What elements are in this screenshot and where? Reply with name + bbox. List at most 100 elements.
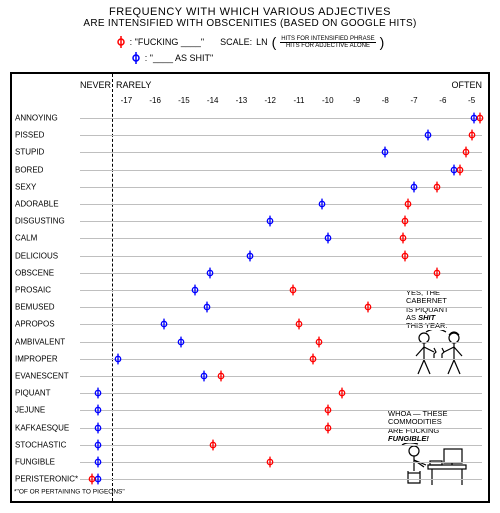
point-blue (266, 215, 275, 228)
point-red (433, 266, 442, 279)
point-blue (424, 129, 433, 142)
marker-blue-icon (131, 51, 141, 65)
tick-label: -11 (294, 96, 305, 105)
point-blue (246, 249, 255, 262)
row-label: AMBIVALENT (15, 337, 65, 346)
row-line (80, 324, 482, 325)
point-red (217, 370, 226, 383)
legend-blue-label: : "____ AS SHIT" (145, 53, 213, 63)
scale-numerator: HITS FOR INTENSIFIED PHRASE (280, 36, 375, 43)
cartoon-desk: WHOA — THESE COMMODITIES ARE FUCKING FUN… (388, 410, 484, 487)
row-label: EVANESCENT (15, 372, 69, 381)
tick-label: -7 (411, 96, 418, 105)
row-label: DISGUSTING (15, 217, 65, 226)
scale-denominator: HITS FOR ADJECTIVE ALONE (285, 43, 371, 49)
title-line-2: ARE INTENSIFIED WITH OBSCENITIES (BASED … (0, 18, 500, 29)
paren-close: ) (380, 37, 385, 47)
point-red (467, 129, 476, 142)
row-line (80, 273, 482, 274)
row-label: OBSCENE (15, 268, 54, 277)
row-label: PIQUANT (15, 389, 51, 398)
tick-label: -13 (236, 96, 248, 105)
row-line (80, 170, 482, 171)
point-blue-never (93, 438, 102, 451)
often-label: OFTEN (452, 80, 483, 90)
row-line (80, 479, 482, 480)
row-label: PERISTERONIC* (15, 475, 78, 484)
point-blue (205, 266, 214, 279)
chart-area: NEVER RARELY OFTEN YES, THE CABERNET IS … (10, 72, 490, 503)
point-red (401, 249, 410, 262)
tick-label: -10 (322, 96, 334, 105)
row-line (80, 359, 482, 360)
tick-label: -17 (121, 96, 133, 105)
legend-red: : "FUCKING ____" (116, 35, 204, 49)
point-red (208, 438, 217, 451)
point-red (364, 301, 373, 314)
cartoon-desk-text: WHOA — THESE COMMODITIES ARE FUCKING FUN… (388, 410, 484, 443)
point-blue (323, 232, 332, 245)
row-line (80, 445, 482, 446)
point-blue (159, 318, 168, 331)
legend: : "FUCKING ____" SCALE: LN ( HITS FOR IN… (0, 35, 500, 49)
row-line (80, 135, 482, 136)
point-blue (202, 301, 211, 314)
stick-figure-desk-icon (388, 443, 478, 487)
point-red-never (87, 473, 96, 486)
tick-label: -15 (178, 96, 190, 105)
point-blue-never (93, 421, 102, 434)
row-label: JEJUNE (15, 406, 45, 415)
row-label: CALM (15, 234, 37, 243)
point-blue (177, 335, 186, 348)
point-red (315, 335, 324, 348)
scale-fraction: HITS FOR INTENSIFIED PHRASE HITS FOR ADJ… (280, 36, 375, 49)
row-line (80, 290, 482, 291)
row-label: FUNGIBLE (15, 458, 55, 467)
row-line (80, 256, 482, 257)
point-red (461, 146, 470, 159)
row-label: DELICIOUS (15, 251, 58, 260)
legend-row-2: : "____ AS SHIT" (0, 51, 500, 65)
never-divider (112, 74, 113, 501)
point-blue (381, 146, 390, 159)
row-label: BORED (15, 165, 43, 174)
point-blue-never (93, 456, 102, 469)
point-red (476, 112, 485, 125)
row-label: PROSAIC (15, 286, 51, 295)
point-red (309, 352, 318, 365)
point-red (401, 215, 410, 228)
row-line (80, 307, 482, 308)
row-line (80, 221, 482, 222)
row-line (80, 187, 482, 188)
row-label: BEMUSED (15, 303, 55, 312)
row-line (80, 342, 482, 343)
point-red (323, 404, 332, 417)
point-blue-never (93, 387, 102, 400)
point-red (398, 232, 407, 245)
point-red (456, 163, 465, 176)
legend-blue: : "____ AS SHIT" (131, 51, 213, 65)
row-label: KAFKAESQUE (15, 423, 69, 432)
row-line (80, 428, 482, 429)
point-blue (200, 370, 209, 383)
point-blue (318, 198, 327, 211)
row-line (80, 118, 482, 119)
point-red (338, 387, 347, 400)
title-line-1: FREQUENCY WITH WHICH VARIOUS ADJECTIVES (0, 0, 500, 18)
point-blue-never (93, 404, 102, 417)
point-red (433, 180, 442, 193)
footnote: *"OF OR PERTAINING TO PIGEONS" (14, 489, 125, 496)
point-red (323, 421, 332, 434)
row-label: SEXY (15, 182, 36, 191)
tick-label: -16 (149, 96, 161, 105)
marker-red-icon (116, 35, 126, 49)
row-line (80, 393, 482, 394)
paren-open: ( (272, 37, 277, 47)
row-label: ANNOYING (15, 114, 58, 123)
scale-prefix: SCALE: (220, 37, 252, 47)
tick-label: -9 (353, 96, 360, 105)
row-label: IMPROPER (15, 354, 58, 363)
row-line (80, 410, 482, 411)
row-label: STUPID (15, 148, 44, 157)
tick-label: -8 (382, 96, 389, 105)
